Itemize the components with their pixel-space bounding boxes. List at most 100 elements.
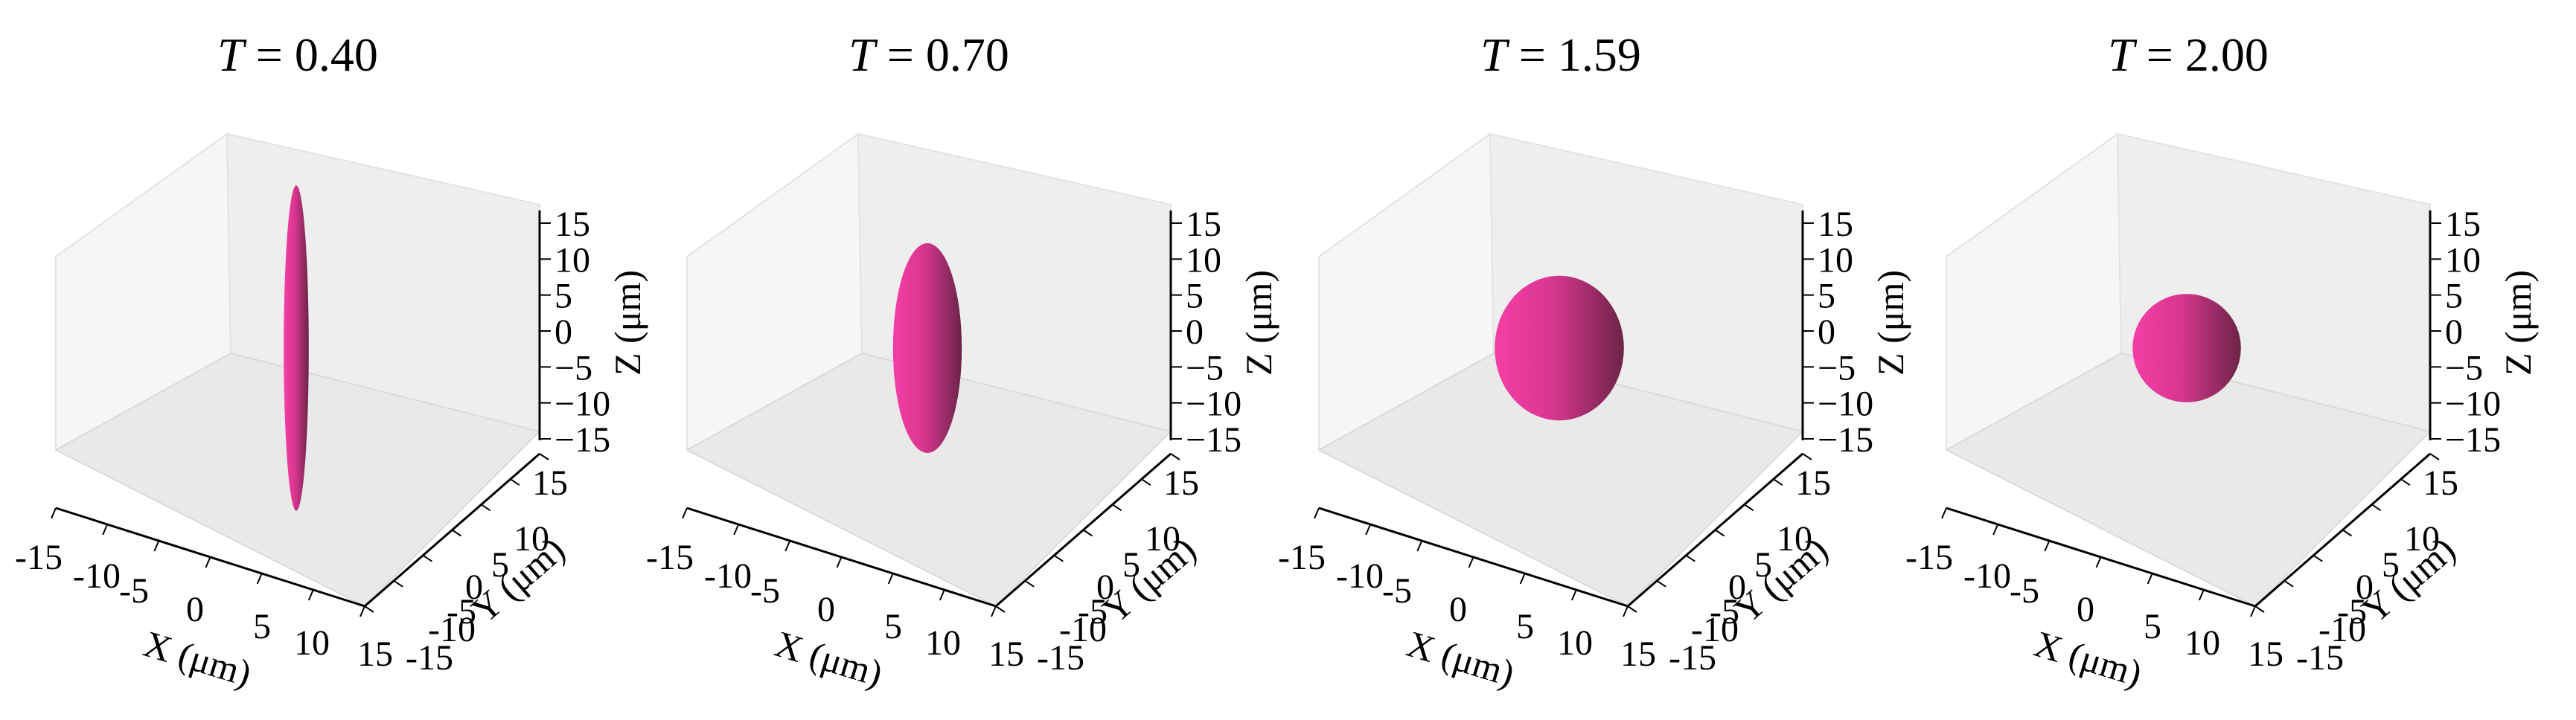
x-tick-label: -5 [1382, 571, 1412, 611]
x-tick-mark [1992, 524, 1999, 536]
y-tick-label: 5 [2382, 545, 2400, 585]
y-tick-mark [1685, 554, 1696, 562]
chart-title: T = 0.40 [217, 28, 378, 81]
y-tick-label: -15 [2296, 638, 2344, 678]
x-tick-mark [1941, 507, 1947, 519]
chart-title: T = 0.70 [848, 28, 1009, 81]
y-tick-mark [393, 580, 403, 588]
y-tick-mark [1024, 580, 1035, 588]
z-tick-label: −10 [1818, 385, 1873, 424]
x-tick-mark [307, 589, 314, 601]
y-tick-label: 10 [2404, 519, 2440, 559]
y-tick-mark [2400, 478, 2411, 486]
y-tick-mark [1744, 504, 1754, 512]
z-tick-label: −15 [1186, 420, 1241, 460]
y-tick-mark [1802, 453, 1812, 460]
z-tick-label: 0 [1818, 312, 1835, 352]
chart-title: T = 1.59 [1480, 28, 1641, 81]
y-tick-mark [995, 605, 1006, 613]
y-tick-label: -5 [447, 592, 476, 631]
title-variable: T [1480, 28, 1510, 81]
y-tick-mark [1170, 453, 1180, 460]
y-tick-mark [1714, 529, 1725, 537]
y-tick-mark [510, 478, 520, 486]
y-tick-label: -5 [1710, 592, 1739, 631]
x-tick-mark [205, 556, 211, 568]
x-tick-mark [256, 573, 263, 585]
x-tick-mark [784, 540, 791, 552]
y-tick-label: 5 [491, 545, 509, 585]
y-tick-mark [2283, 580, 2294, 588]
y-tick-label: -10 [1059, 610, 1107, 649]
z-axis-label: Z (μm) [1238, 270, 1279, 376]
ellipsoid-surface [2132, 294, 2241, 402]
y-tick-label: 15 [532, 463, 568, 503]
x-tick-mark [1416, 540, 1423, 552]
y-tick-label: -15 [406, 638, 453, 678]
y-tick-label: 15 [1795, 463, 1831, 503]
x-tick-label: 15 [357, 634, 393, 674]
y-tick-label: 5 [1122, 545, 1140, 585]
y-tick-label: 10 [1777, 519, 1812, 559]
x-tick-label: -5 [119, 571, 149, 611]
y-tick-label: 0 [2356, 568, 2374, 607]
x-tick-mark [51, 507, 57, 519]
y-tick-label: 0 [1096, 568, 1114, 607]
z-tick-label: −15 [1818, 420, 1873, 460]
z-tick-label: 10 [1186, 240, 1221, 280]
y-tick-label: -15 [1037, 638, 1084, 678]
title-variable: T [2108, 28, 2138, 81]
x-tick-mark [1468, 556, 1474, 568]
y-tick-label: 0 [465, 568, 483, 607]
x-tick-label: 5 [1516, 607, 1534, 646]
x-tick-label: 0 [186, 590, 204, 629]
z-tick-label: 5 [1818, 277, 1835, 316]
z-tick-label: −10 [2445, 385, 2501, 424]
x-tick-label: -5 [2010, 571, 2039, 611]
y-tick-label: -10 [2318, 610, 2366, 649]
x-axis-label: X (μm) [1402, 623, 1520, 695]
z-tick-label: −5 [1186, 348, 1224, 388]
x-tick-label: 5 [253, 607, 271, 646]
z-tick-label: 15 [554, 205, 590, 244]
z-tick-label: −10 [1186, 385, 1241, 424]
y-tick-mark [2313, 554, 2323, 562]
x-axis-label: X (μm) [770, 623, 888, 695]
x-tick-mark [1570, 589, 1577, 601]
y-tick-mark [2429, 453, 2440, 460]
x-tick-label: 10 [2185, 623, 2220, 663]
title-value: = 0.70 [875, 28, 1009, 81]
x-tick-mark [887, 573, 894, 585]
z-tick-label: 15 [1818, 205, 1853, 244]
y-tick-label: -5 [1078, 592, 1108, 631]
y-tick-label: 10 [514, 519, 549, 559]
x-tick-label: 10 [294, 623, 330, 663]
y-tick-mark [2371, 504, 2382, 512]
y-tick-mark [451, 529, 462, 537]
x-tick-label: -15 [1278, 538, 1326, 577]
x-tick-mark [836, 556, 843, 568]
ellipsoid-surface [284, 185, 309, 511]
x-axis-label: X (μm) [2030, 623, 2147, 695]
z-tick-label: 0 [2445, 312, 2463, 352]
y-tick-label: -5 [2337, 592, 2367, 631]
z-tick-label: −5 [1818, 348, 1856, 388]
y-tick-label: 0 [1728, 568, 1746, 607]
title-value: = 2.00 [2135, 28, 2269, 81]
x-tick-mark [1365, 524, 1372, 536]
y-tick-mark [481, 504, 491, 512]
x-tick-mark [991, 605, 997, 617]
z-tick-label: 15 [2445, 205, 2481, 244]
z-tick-label: 10 [554, 240, 590, 280]
title-value: = 0.40 [244, 28, 378, 81]
x-tick-mark [2044, 540, 2051, 552]
x-tick-mark [1519, 573, 1526, 585]
x-axis-label: X (μm) [139, 623, 257, 695]
title-value: = 1.59 [1507, 28, 1641, 81]
chart-title: T = 2.00 [2108, 28, 2269, 81]
x-tick-label: -15 [1905, 538, 1953, 577]
y-tick-mark [1773, 478, 1783, 486]
